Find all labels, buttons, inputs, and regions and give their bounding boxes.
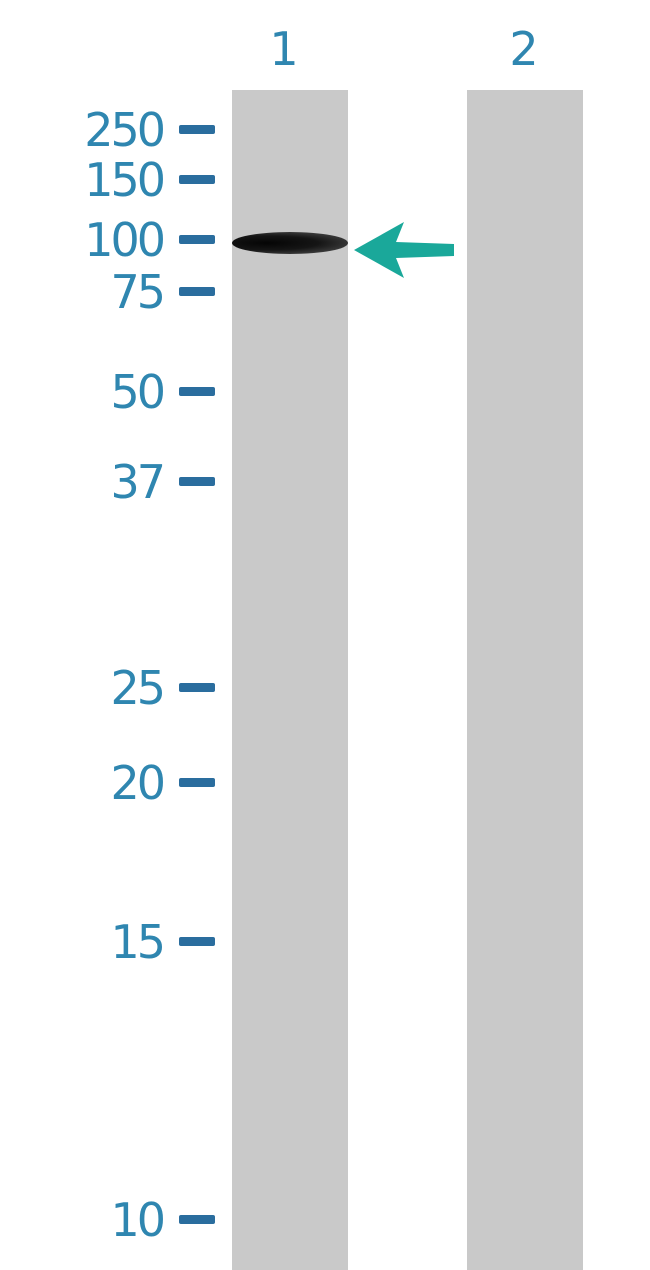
left-arrow-icon <box>354 222 454 278</box>
lane-2-label: 2 <box>509 22 539 76</box>
marker-100: 100 <box>0 215 215 265</box>
marker-20: 20 <box>0 758 215 808</box>
marker-label: 20 <box>110 756 166 810</box>
marker-tick <box>179 477 215 486</box>
marker-tick <box>179 125 215 134</box>
marker-tick <box>179 683 215 692</box>
marker-label: 100 <box>84 213 166 267</box>
marker-25: 25 <box>0 663 215 713</box>
lane-1 <box>232 90 348 1270</box>
marker-tick <box>179 387 215 396</box>
marker-label: 150 <box>84 153 166 207</box>
marker-75: 75 <box>0 267 215 317</box>
marker-tick <box>179 175 215 184</box>
marker-label: 10 <box>110 1193 166 1247</box>
lane-1-label: 1 <box>269 22 299 76</box>
marker-label: 250 <box>84 103 166 157</box>
marker-tick <box>179 287 215 296</box>
marker-tick <box>179 235 215 244</box>
marker-37: 37 <box>0 457 215 507</box>
marker-label: 25 <box>110 661 166 715</box>
marker-150: 150 <box>0 155 215 205</box>
marker-label: 50 <box>110 365 166 419</box>
marker-10: 10 <box>0 1195 215 1245</box>
lane-2 <box>467 90 583 1270</box>
marker-label: 15 <box>110 915 166 969</box>
marker-tick <box>179 1215 215 1224</box>
marker-tick <box>179 778 215 787</box>
marker-label: 37 <box>110 455 166 509</box>
marker-15: 15 <box>0 917 215 967</box>
marker-tick <box>179 937 215 946</box>
protein-band <box>232 232 348 254</box>
marker-50: 50 <box>0 367 215 417</box>
marker-250: 250 <box>0 105 215 155</box>
marker-label: 75 <box>110 265 166 319</box>
